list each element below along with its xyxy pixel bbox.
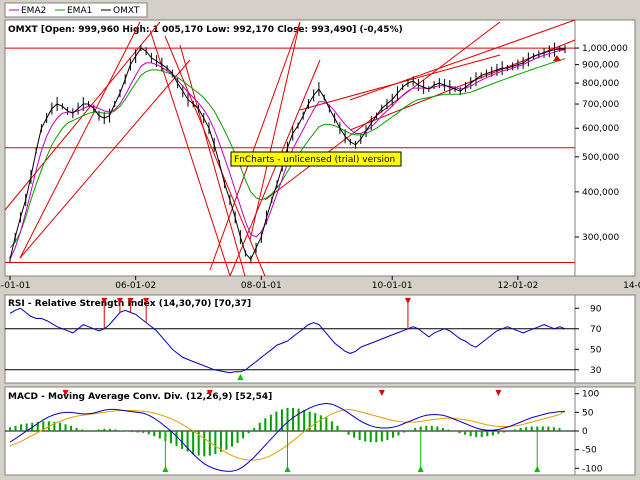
price-y-tick-label: 800,000 [582,79,619,89]
macd-y-tick-label: 0 [582,427,588,437]
macd-line [9,402,565,472]
legend-box [4,2,148,18]
price-x-ticks: 04-01-01 06-01-02 08-01-01 10-01-01 12-01-02… [0,276,640,291]
x-tick-label: 08-01-01 [241,281,282,291]
rsi-sell-marker [127,298,134,304]
rsi-buy-marker [237,374,244,380]
watermark-text: FnCharts - unlicensed (trial) version [234,155,395,165]
price-y-tick-label: 600,000 [582,124,619,134]
rsi-y-tick-label: 50 [590,345,602,355]
price-axis-area [574,19,636,277]
rsi-y-tick-label: 70 [590,325,602,335]
price-trend-line [249,21,301,241]
x-tick-label: 12-01-02 [497,281,538,291]
rsi-axis-area [574,294,636,384]
price-y-tick-label: 700,000 [582,100,619,110]
rsi-sell-marker [116,298,123,304]
macd-y-tick-label: -100 [582,464,603,474]
price-arrow-marker [553,55,561,62]
price-y-tick-label: 900,000 [582,61,619,71]
macd-sell-marker [62,390,69,396]
price-trend-line [229,59,321,277]
macd-sell-marker [378,390,385,396]
price-close-line [9,47,566,261]
rsi-panel-title: RSI - Relative Strength Index (14,30,70)… [8,299,251,309]
x-tick-label: 14-01-01 [623,281,640,291]
price-trend-line [164,35,266,277]
macd-buy-marker [417,466,424,472]
price-y-tick-label: 500,000 [582,153,619,163]
x-tick-label: 10-01-01 [372,281,413,291]
price-y-tick-label: 400,000 [582,188,619,198]
price-panel-title: OMXT [Open: 999,960 High: 1 005,170 Low:… [8,25,403,35]
price-y-tick-label: 1,000,000 [582,44,628,54]
price-grid [5,47,575,263]
price-trend-line [349,19,576,101]
rsi-sell-marker [143,298,150,304]
price-trendlines [4,19,576,277]
macd-layer: 100 50 0 -50 -100 [5,390,603,474]
macd-y-tick-label: 50 [582,408,594,418]
price-trend-line [209,21,301,271]
macd-buy-marker [162,466,169,472]
legend-label-ema2: EMA2 [21,6,46,16]
legend-label-ema1: EMA1 [67,6,92,16]
macd-sell-marker [206,390,213,396]
price-trend-line [264,21,501,201]
legend: EMA2 EMA1 OMXT [9,6,140,16]
watermark-box [230,151,402,167]
rsi-sell-marker [101,298,108,304]
rsi-layer: 90 70 50 30 [5,298,602,380]
price-trend-line [19,59,191,259]
rsi-y-tick-label: 30 [590,366,602,376]
ema1-line [9,58,566,249]
rsi-line [9,307,566,374]
macd-axis-area [574,386,636,476]
legend-label-omxt: OMXT [113,6,140,16]
macd-buy-marker [284,466,291,472]
rsi-sell-marker [404,298,411,304]
macd-buy-marker [534,466,541,472]
price-trend-line [179,44,246,277]
price-y-ticks: 1,000,000 900,000 800,000 700,000 600,000 500… [575,44,628,243]
price-trend-line [19,21,141,259]
macd-panel-title: MACD - Moving Average Conv. Div. (12,26,… [8,392,272,402]
rsi-y-tick-label: 90 [590,304,602,314]
x-tick-label: 06-01-02 [115,281,156,291]
macd-y-tick-label: -50 [582,446,597,456]
macd-sell-marker [495,390,502,396]
macd-y-tick-label: 100 [582,390,599,400]
x-tick-label: 04-01-01 [0,281,30,291]
price-y-tick-label: 300,000 [582,233,619,243]
